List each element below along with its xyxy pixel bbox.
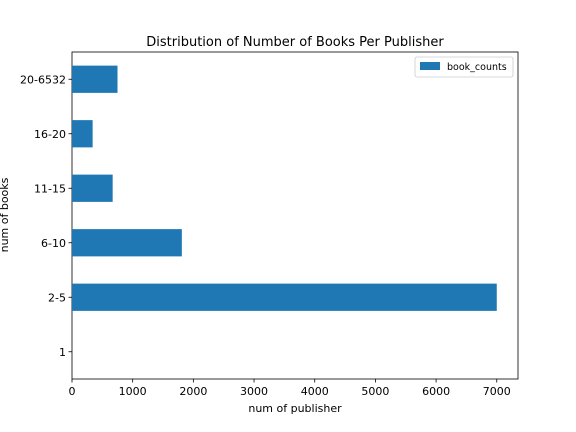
bar-16-20 bbox=[72, 120, 93, 148]
plot-area-frame bbox=[71, 51, 519, 380]
bars-group bbox=[72, 65, 497, 311]
x-tick-label: 1000 bbox=[119, 385, 147, 398]
y-axis-label: num of books bbox=[0, 177, 11, 252]
legend: book_counts bbox=[414, 56, 514, 78]
x-axis-ticks: 0 1000 2000 3000 4000 5000 6000 7000 bbox=[69, 379, 511, 398]
x-tick-label: 4000 bbox=[301, 385, 329, 398]
y-tick-label: 20-6532 bbox=[20, 73, 66, 86]
chart-title: Distribution of Number of Books Per Publ… bbox=[146, 35, 444, 50]
x-tick-label: 2000 bbox=[179, 385, 207, 398]
y-tick-label: 11-15 bbox=[34, 182, 66, 195]
x-tick-label: 6000 bbox=[422, 385, 450, 398]
x-axis-label: num of publisher bbox=[248, 402, 342, 415]
bar-20-6532 bbox=[72, 65, 118, 93]
bar-11-15 bbox=[72, 174, 113, 202]
y-tick-label: 16-20 bbox=[34, 128, 66, 141]
x-tick-label: 3000 bbox=[240, 385, 268, 398]
legend-label: book_counts bbox=[447, 62, 507, 73]
y-axis-ticks: 1 2-5 6-10 11-15 16-20 20-6532 bbox=[20, 73, 72, 359]
x-tick-label: 0 bbox=[69, 385, 76, 398]
y-tick-label: 6-10 bbox=[41, 237, 66, 250]
x-tick-label: 7000 bbox=[483, 385, 511, 398]
y-tick-label: 2-5 bbox=[48, 291, 66, 304]
bar-2-5 bbox=[72, 283, 497, 311]
y-tick-label: 1 bbox=[59, 346, 66, 359]
x-tick-label: 5000 bbox=[361, 385, 389, 398]
bar-6-10 bbox=[72, 229, 182, 257]
legend-swatch bbox=[420, 62, 440, 70]
